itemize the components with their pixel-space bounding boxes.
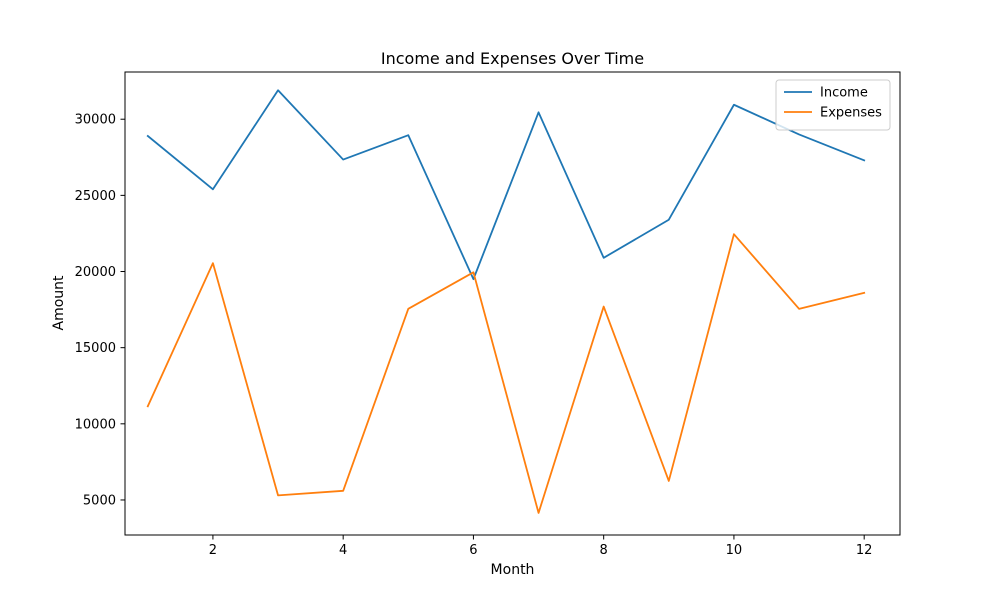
y-tick-label: 15000 <box>75 341 116 356</box>
axes-frame <box>124 71 901 536</box>
y-tick-label: 5000 <box>83 493 116 508</box>
legend-label: Income <box>820 86 868 101</box>
plot-area: 2 4 6 8 10 12 5000 10000 15000 20000 25000 30000 <box>75 71 901 558</box>
chart-title: Income and Expenses Over Time <box>381 49 644 68</box>
x-tick-label: 4 <box>339 543 347 558</box>
y-tick-label: 20000 <box>75 265 116 280</box>
legend: Income Expenses <box>775 79 891 131</box>
x-axis-label: Month <box>491 562 535 578</box>
y-axis-label: Amount <box>51 275 67 331</box>
x-tick-label: 10 <box>726 543 743 558</box>
y-tick-label: 10000 <box>75 417 116 432</box>
legend-label: Expenses <box>820 106 882 121</box>
x-tick-label: 2 <box>209 543 217 558</box>
y-tick-label: 30000 <box>75 113 116 128</box>
series-line-income <box>146 89 866 281</box>
series-line-expenses <box>146 233 866 514</box>
y-tick-label: 25000 <box>75 189 116 204</box>
x-tick-label: 6 <box>469 543 477 558</box>
x-tick-label: 8 <box>600 543 608 558</box>
x-tick-label: 12 <box>856 543 873 558</box>
